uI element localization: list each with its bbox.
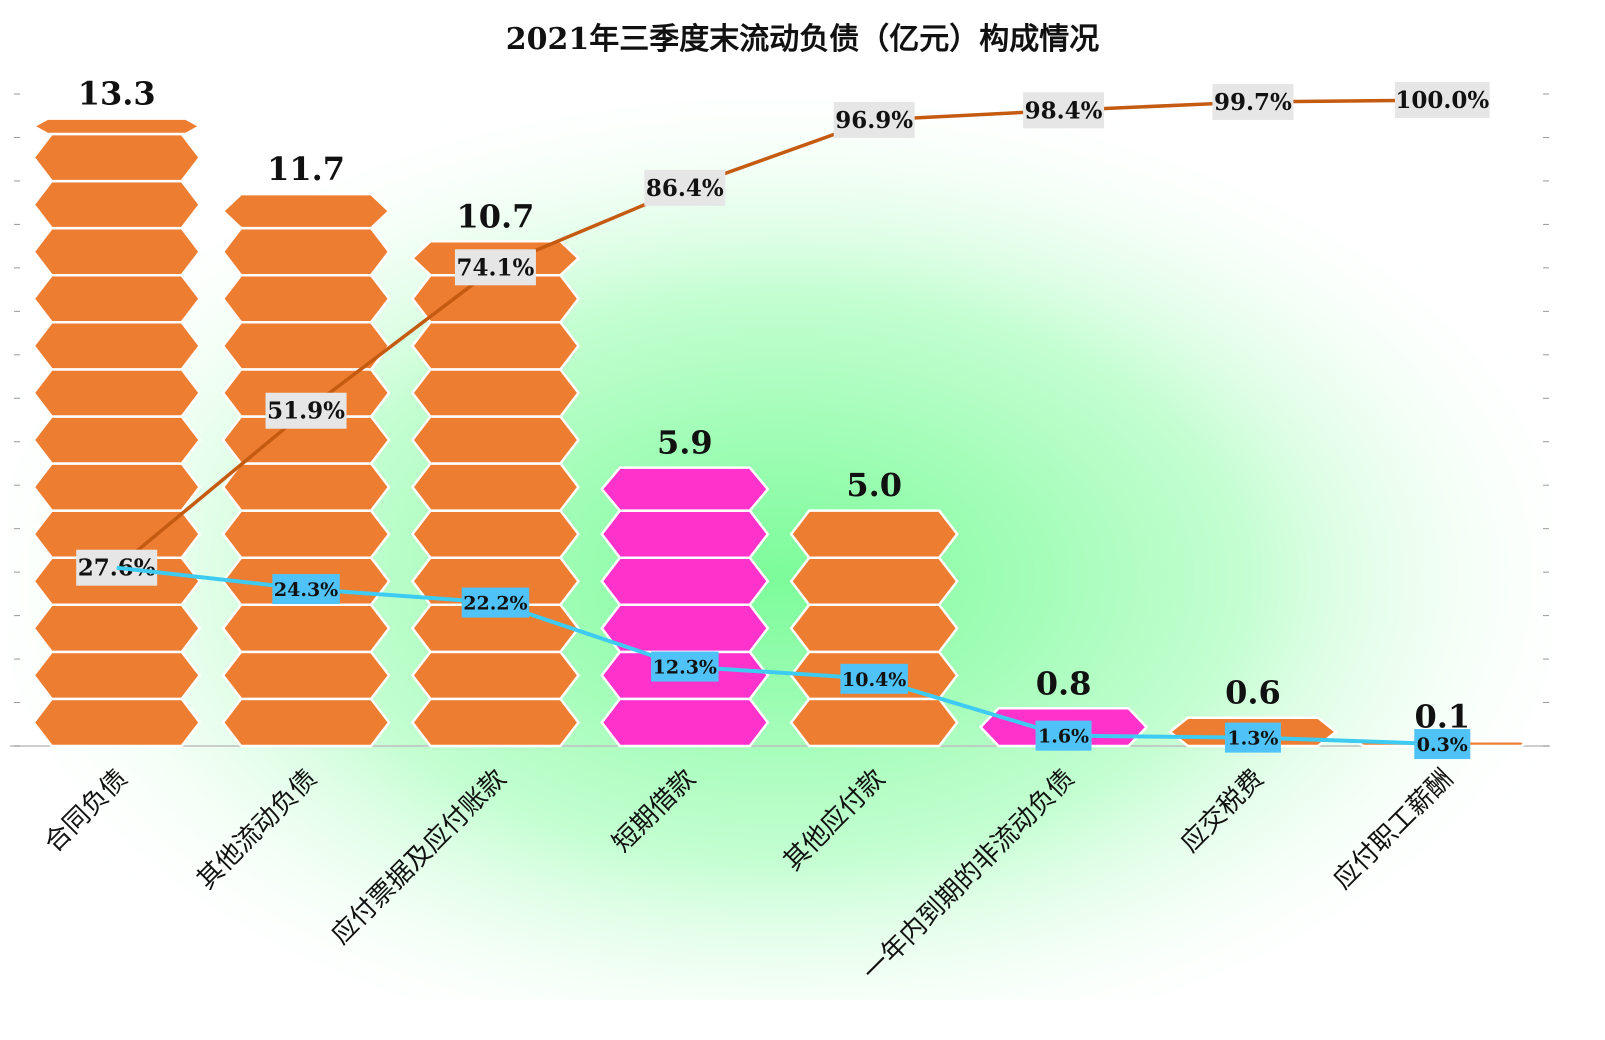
bar-segment <box>32 462 202 512</box>
bar-segment <box>221 192 391 230</box>
cumulative-label-box <box>454 249 536 286</box>
cumulative-label-box <box>1023 92 1105 129</box>
share-label-box <box>461 587 530 618</box>
cumulative-label: 99.7% <box>1214 89 1292 116</box>
cumulative-label: 98.4% <box>1025 97 1103 124</box>
bar-segment <box>600 603 770 654</box>
share-label: 0.3% <box>1417 734 1468 756</box>
bar-value-label: 11.7 <box>267 150 345 188</box>
cumulative-label: 86.4% <box>646 175 724 202</box>
bar-segment <box>410 650 581 701</box>
bar-segment <box>789 509 959 559</box>
bar-segment <box>32 697 202 748</box>
cumulative-label: 74.1% <box>457 254 535 281</box>
share-label: 22.2% <box>463 593 527 615</box>
bar-segment <box>221 462 391 512</box>
bar-segment <box>600 509 770 559</box>
cumulative-label: 51.9% <box>267 398 345 425</box>
cumulative-label-box <box>1394 82 1490 118</box>
bar-segment <box>32 321 202 371</box>
bar-segment <box>789 697 959 748</box>
cumulative-label-box <box>265 392 347 429</box>
bar <box>221 192 391 748</box>
bar-value-label: 5.0 <box>846 466 902 504</box>
bar-segment <box>789 556 959 607</box>
share-label-box <box>1224 722 1281 753</box>
bar-segment <box>32 273 202 324</box>
bar <box>31 117 203 748</box>
bar-segment <box>600 466 770 512</box>
share-label-box <box>1035 720 1092 751</box>
share-label: 24.3% <box>274 579 338 601</box>
cumulative-label-box <box>833 102 915 139</box>
bar-segment <box>32 603 202 654</box>
share-label: 12.3% <box>653 657 717 679</box>
cumulative-label-box <box>1212 83 1294 120</box>
bar-segment <box>32 226 202 277</box>
share-label: 1.6% <box>1038 726 1089 748</box>
bar-segment <box>32 132 202 183</box>
bar-value-label: 10.7 <box>456 197 534 235</box>
bar-segment <box>221 226 391 277</box>
bar-segment <box>32 650 202 701</box>
share-label: 1.3% <box>1227 728 1278 750</box>
bar-value-label: 0.8 <box>1036 664 1092 702</box>
share-label-box <box>840 663 908 694</box>
bar-segment <box>600 697 770 748</box>
bar-segment <box>32 368 202 418</box>
chart-title: 2021年三季度末流动负债（亿元）构成情况 <box>505 22 1100 57</box>
bar-value-label: 5.9 <box>657 424 713 462</box>
bar-segment <box>600 556 770 607</box>
bar-segment <box>221 650 391 701</box>
bar-value-label: 0.6 <box>1225 674 1281 712</box>
bar-segment <box>410 368 581 418</box>
bar-segment <box>221 509 391 559</box>
share-label: 10.4% <box>842 669 906 691</box>
cumulative-label: 100.0% <box>1395 87 1489 114</box>
bar <box>410 240 581 748</box>
bar-segment <box>221 273 391 324</box>
bar-segment <box>789 603 959 654</box>
bar <box>600 466 770 748</box>
cumulative-label-box <box>644 169 726 206</box>
bar-segment <box>221 603 391 654</box>
bar-segment <box>410 509 581 559</box>
share-label-box <box>272 574 340 605</box>
bar-value-label: 13.3 <box>78 75 156 113</box>
bar-value-label: 0.1 <box>1414 697 1470 735</box>
bar-segment <box>32 415 202 465</box>
cumulative-label: 96.9% <box>835 107 913 134</box>
bar-segment <box>221 697 391 748</box>
bar-segment <box>410 321 581 371</box>
bar <box>789 509 959 748</box>
bar-segment <box>31 117 203 136</box>
share-label-box <box>651 651 719 682</box>
bar-segment <box>410 415 581 465</box>
bar-segment <box>410 462 581 512</box>
share-label-box <box>1414 729 1471 760</box>
bar-segment <box>410 697 581 748</box>
bar-segment <box>32 179 202 230</box>
bar-segment <box>221 321 391 371</box>
